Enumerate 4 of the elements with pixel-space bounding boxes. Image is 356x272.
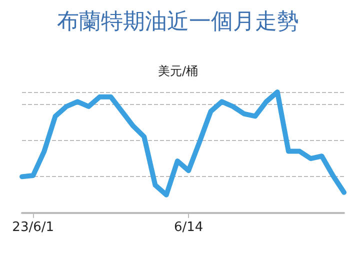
- chart-title: 布蘭特期油近一個月走勢: [57, 10, 299, 34]
- y-axis-title: 美元/桶: [158, 64, 198, 78]
- x-tick-label: 23/6/1: [12, 220, 54, 235]
- x-tick-label: 6/14: [174, 220, 204, 235]
